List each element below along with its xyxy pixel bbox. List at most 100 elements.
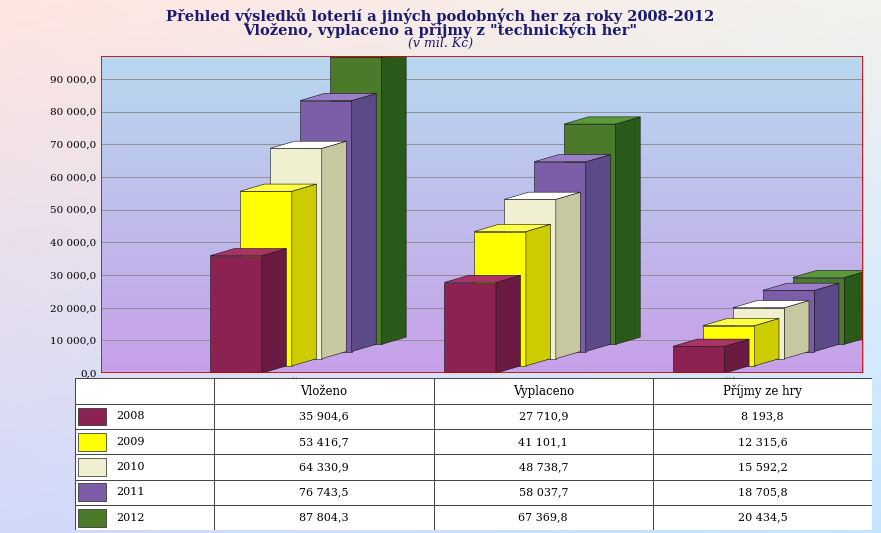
FancyBboxPatch shape [653, 378, 872, 404]
FancyBboxPatch shape [433, 378, 653, 404]
FancyBboxPatch shape [75, 404, 214, 429]
Text: Vloženo, vyplaceno a příjmy z "technických her": Vloženo, vyplaceno a příjmy z "technický… [243, 22, 638, 38]
Polygon shape [703, 326, 754, 366]
FancyBboxPatch shape [653, 404, 872, 429]
FancyBboxPatch shape [214, 404, 433, 429]
Polygon shape [534, 155, 611, 162]
Polygon shape [262, 248, 286, 373]
Text: 48 738,7: 48 738,7 [519, 462, 568, 472]
Text: 53 416,7: 53 416,7 [300, 437, 349, 447]
FancyBboxPatch shape [433, 480, 653, 505]
Polygon shape [504, 192, 581, 199]
FancyBboxPatch shape [653, 505, 872, 530]
FancyBboxPatch shape [214, 454, 433, 480]
Text: 76 743,5: 76 743,5 [300, 487, 349, 497]
Polygon shape [564, 117, 640, 124]
Text: 41 101,1: 41 101,1 [518, 437, 568, 447]
Polygon shape [673, 346, 724, 373]
FancyBboxPatch shape [78, 509, 106, 527]
FancyBboxPatch shape [653, 429, 872, 454]
Text: 67 369,8: 67 369,8 [519, 513, 568, 523]
Polygon shape [733, 301, 809, 308]
Text: 35 904,6: 35 904,6 [300, 411, 349, 422]
Polygon shape [381, 50, 406, 344]
Polygon shape [474, 224, 551, 231]
Polygon shape [763, 283, 839, 290]
Text: 2012: 2012 [117, 513, 145, 523]
Text: Přehled výsledků loterií a jiných podobných her za roky 2008-2012: Přehled výsledků loterií a jiných podobn… [167, 8, 714, 24]
Polygon shape [444, 282, 496, 373]
Polygon shape [352, 93, 376, 352]
Polygon shape [733, 308, 784, 359]
FancyBboxPatch shape [653, 480, 872, 505]
Text: (v mil. Kč): (v mil. Kč) [408, 37, 473, 50]
Text: 20 434,5: 20 434,5 [737, 513, 788, 523]
Text: Příjmy ze hry: Příjmy ze hry [723, 384, 802, 398]
Polygon shape [703, 318, 779, 326]
Polygon shape [844, 270, 869, 344]
Polygon shape [784, 301, 809, 359]
Text: 2010: 2010 [117, 462, 145, 472]
FancyBboxPatch shape [75, 378, 214, 404]
Text: 15 592,2: 15 592,2 [737, 462, 788, 472]
Polygon shape [763, 290, 814, 352]
FancyBboxPatch shape [78, 483, 106, 501]
FancyBboxPatch shape [653, 454, 872, 480]
Text: Vyplaceno: Vyplaceno [513, 385, 574, 398]
Text: 12 315,6: 12 315,6 [737, 437, 788, 447]
FancyBboxPatch shape [75, 505, 214, 530]
FancyBboxPatch shape [433, 404, 653, 429]
Polygon shape [292, 184, 316, 366]
FancyBboxPatch shape [75, 429, 214, 454]
Polygon shape [814, 283, 839, 352]
FancyBboxPatch shape [75, 378, 872, 530]
Polygon shape [211, 248, 286, 256]
Polygon shape [300, 93, 376, 101]
Polygon shape [329, 57, 381, 344]
Text: 2011: 2011 [117, 487, 145, 497]
Polygon shape [793, 270, 869, 278]
FancyBboxPatch shape [214, 505, 433, 530]
Polygon shape [616, 117, 640, 344]
Polygon shape [270, 148, 322, 359]
Polygon shape [534, 162, 586, 352]
Text: 2009: 2009 [117, 437, 145, 447]
Polygon shape [241, 184, 316, 191]
FancyBboxPatch shape [214, 378, 433, 404]
Polygon shape [504, 199, 556, 359]
FancyBboxPatch shape [214, 480, 433, 505]
Text: 18 705,8: 18 705,8 [737, 487, 788, 497]
FancyBboxPatch shape [78, 408, 106, 425]
Polygon shape [724, 339, 749, 373]
FancyBboxPatch shape [78, 433, 106, 450]
Polygon shape [270, 141, 346, 148]
Polygon shape [673, 339, 749, 346]
FancyBboxPatch shape [75, 480, 214, 505]
Text: 58 037,7: 58 037,7 [519, 487, 568, 497]
FancyBboxPatch shape [433, 429, 653, 454]
Polygon shape [526, 224, 551, 366]
FancyBboxPatch shape [78, 458, 106, 476]
Polygon shape [496, 276, 521, 373]
Text: 27 710,9: 27 710,9 [519, 411, 568, 422]
Polygon shape [241, 191, 292, 366]
Polygon shape [474, 231, 526, 366]
Polygon shape [444, 276, 521, 282]
Text: Vloženo: Vloženo [300, 385, 348, 398]
FancyBboxPatch shape [75, 454, 214, 480]
Polygon shape [586, 155, 611, 352]
Polygon shape [300, 101, 352, 352]
FancyBboxPatch shape [433, 505, 653, 530]
Polygon shape [329, 50, 406, 57]
Polygon shape [793, 278, 844, 344]
Text: 64 330,9: 64 330,9 [300, 462, 349, 472]
Polygon shape [211, 256, 262, 373]
Text: 8 193,8: 8 193,8 [741, 411, 784, 422]
Polygon shape [564, 124, 616, 344]
FancyBboxPatch shape [433, 454, 653, 480]
Text: 87 804,3: 87 804,3 [300, 513, 349, 523]
Polygon shape [322, 141, 346, 359]
Polygon shape [754, 318, 779, 366]
Polygon shape [556, 192, 581, 359]
Text: 2008: 2008 [117, 411, 145, 422]
